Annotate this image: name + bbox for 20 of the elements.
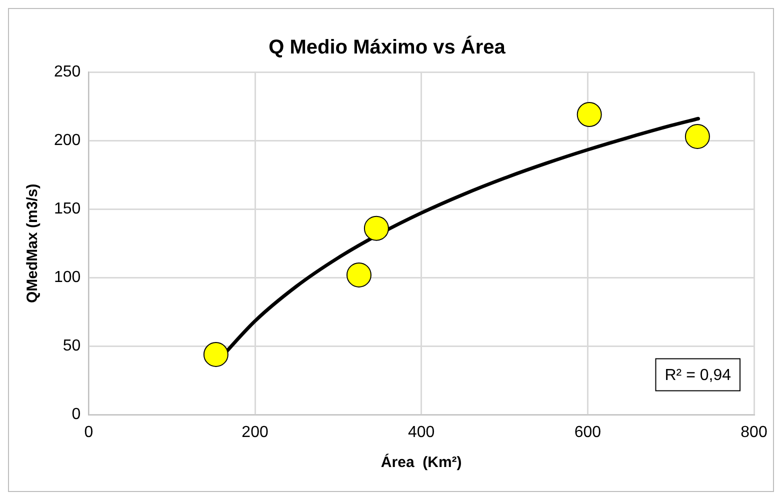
x-tick-label: 400 <box>408 424 435 441</box>
x-axis-title: Área (Km²) <box>380 453 462 472</box>
y-tick-label: 150 <box>54 200 81 218</box>
y-tick-label: 50 <box>62 338 81 355</box>
point <box>364 216 389 241</box>
y-tick-label: 200 <box>54 132 81 149</box>
y-axis-title: QMedMax (m3/s) <box>24 184 42 303</box>
point <box>684 124 710 149</box>
chart-title: Q Medio Máximo vs Área <box>268 36 506 59</box>
y-tick-label: 250 <box>54 63 81 80</box>
x-tick-label: 200 <box>242 424 268 441</box>
point <box>346 262 372 288</box>
y-tick-label: 100 <box>54 269 81 286</box>
point <box>203 342 228 367</box>
point <box>576 102 602 128</box>
x-tick-label: 800 <box>740 424 768 441</box>
x-tick-label: 600 <box>574 424 602 441</box>
y-tick-label: 0 <box>72 406 81 424</box>
annotation: R² = 0,94 <box>664 367 732 384</box>
x-tick-label: 0 <box>84 424 94 441</box>
